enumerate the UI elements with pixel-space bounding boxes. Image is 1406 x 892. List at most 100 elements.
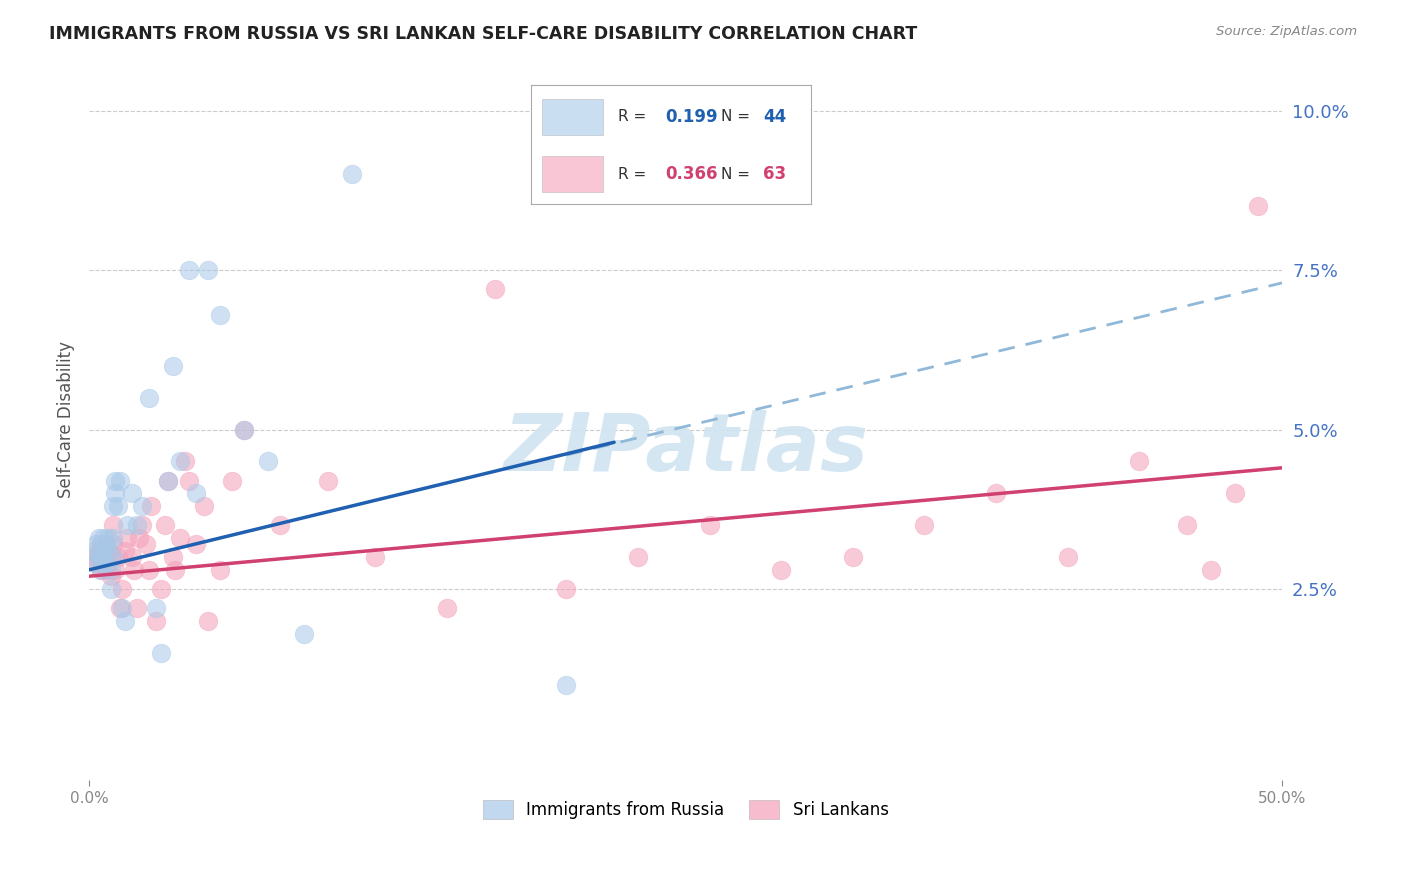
Point [155,518,177,533]
Point [111,582,134,596]
Point [93,557,115,571]
Point [84,557,107,571]
Point [233,423,256,437]
Point [197,263,219,277]
Point [93,550,115,565]
Point [555,678,578,692]
Point [221,474,243,488]
Point [124,563,146,577]
Point [101,537,124,551]
Point [186,486,208,500]
Point [107,550,129,565]
Point [87,543,110,558]
Point [107,499,129,513]
Point [1247,199,1270,213]
Point [100,582,122,596]
Point [984,486,1007,500]
Point [100,563,122,577]
Point [104,474,127,488]
Point [269,518,291,533]
Point [84,537,107,551]
Point [125,518,148,533]
Point [87,550,110,565]
Point [90,563,112,577]
Legend: Immigrants from Russia, Sri Lankans: Immigrants from Russia, Sri Lankans [477,794,896,826]
Point [121,486,143,500]
Point [627,550,650,565]
Point [100,550,122,565]
Point [257,454,280,468]
Text: IMMIGRANTS FROM RUSSIA VS SRI LANKAN SELF-CARE DISABILITY CORRELATION CHART: IMMIGRANTS FROM RUSSIA VS SRI LANKAN SEL… [49,25,918,43]
Point [193,499,215,513]
Point [1128,454,1150,468]
Point [169,531,191,545]
Point [186,537,208,551]
Point [97,557,120,571]
Point [138,391,160,405]
Point [97,543,120,558]
Point [121,550,143,565]
Point [90,550,112,565]
Point [163,563,186,577]
Point [555,582,578,596]
Point [101,531,124,545]
Point [770,563,793,577]
Point [108,601,131,615]
Text: ZIPatlas: ZIPatlas [503,409,869,488]
Point [90,537,112,551]
Point [145,601,167,615]
Point [114,543,136,558]
Point [128,531,150,545]
Point [94,537,117,551]
Point [117,518,139,533]
Point [111,601,134,615]
Point [94,537,117,551]
Point [97,543,120,558]
Point [1175,518,1198,533]
Point [87,550,110,565]
Point [83,543,105,558]
Point [364,550,387,565]
Point [209,563,232,577]
Point [101,499,124,513]
Point [156,474,179,488]
Point [484,282,506,296]
Point [145,614,167,628]
Point [90,543,112,558]
Point [842,550,865,565]
Point [179,263,201,277]
Point [93,531,115,545]
Point [125,601,148,615]
Point [233,423,256,437]
Text: Source: ZipAtlas.com: Source: ZipAtlas.com [1216,25,1357,38]
Point [209,308,232,322]
Point [100,569,122,583]
Point [131,499,153,513]
Point [179,474,201,488]
Point [162,359,184,373]
Point [108,474,131,488]
Point [699,518,721,533]
Point [436,601,458,615]
Point [162,550,184,565]
Point [104,486,127,500]
Point [84,557,107,571]
Point [131,518,153,533]
Point [114,614,136,628]
Point [101,518,124,533]
Point [87,531,110,545]
Point [197,614,219,628]
Point [149,646,172,660]
Point [135,537,157,551]
Point [292,626,315,640]
Point [156,474,179,488]
Point [1199,563,1222,577]
Point [93,543,115,558]
Point [90,563,112,577]
Point [117,531,139,545]
Point [149,582,172,596]
Point [104,563,127,577]
Point [316,474,339,488]
Point [94,557,117,571]
Point [94,563,117,577]
